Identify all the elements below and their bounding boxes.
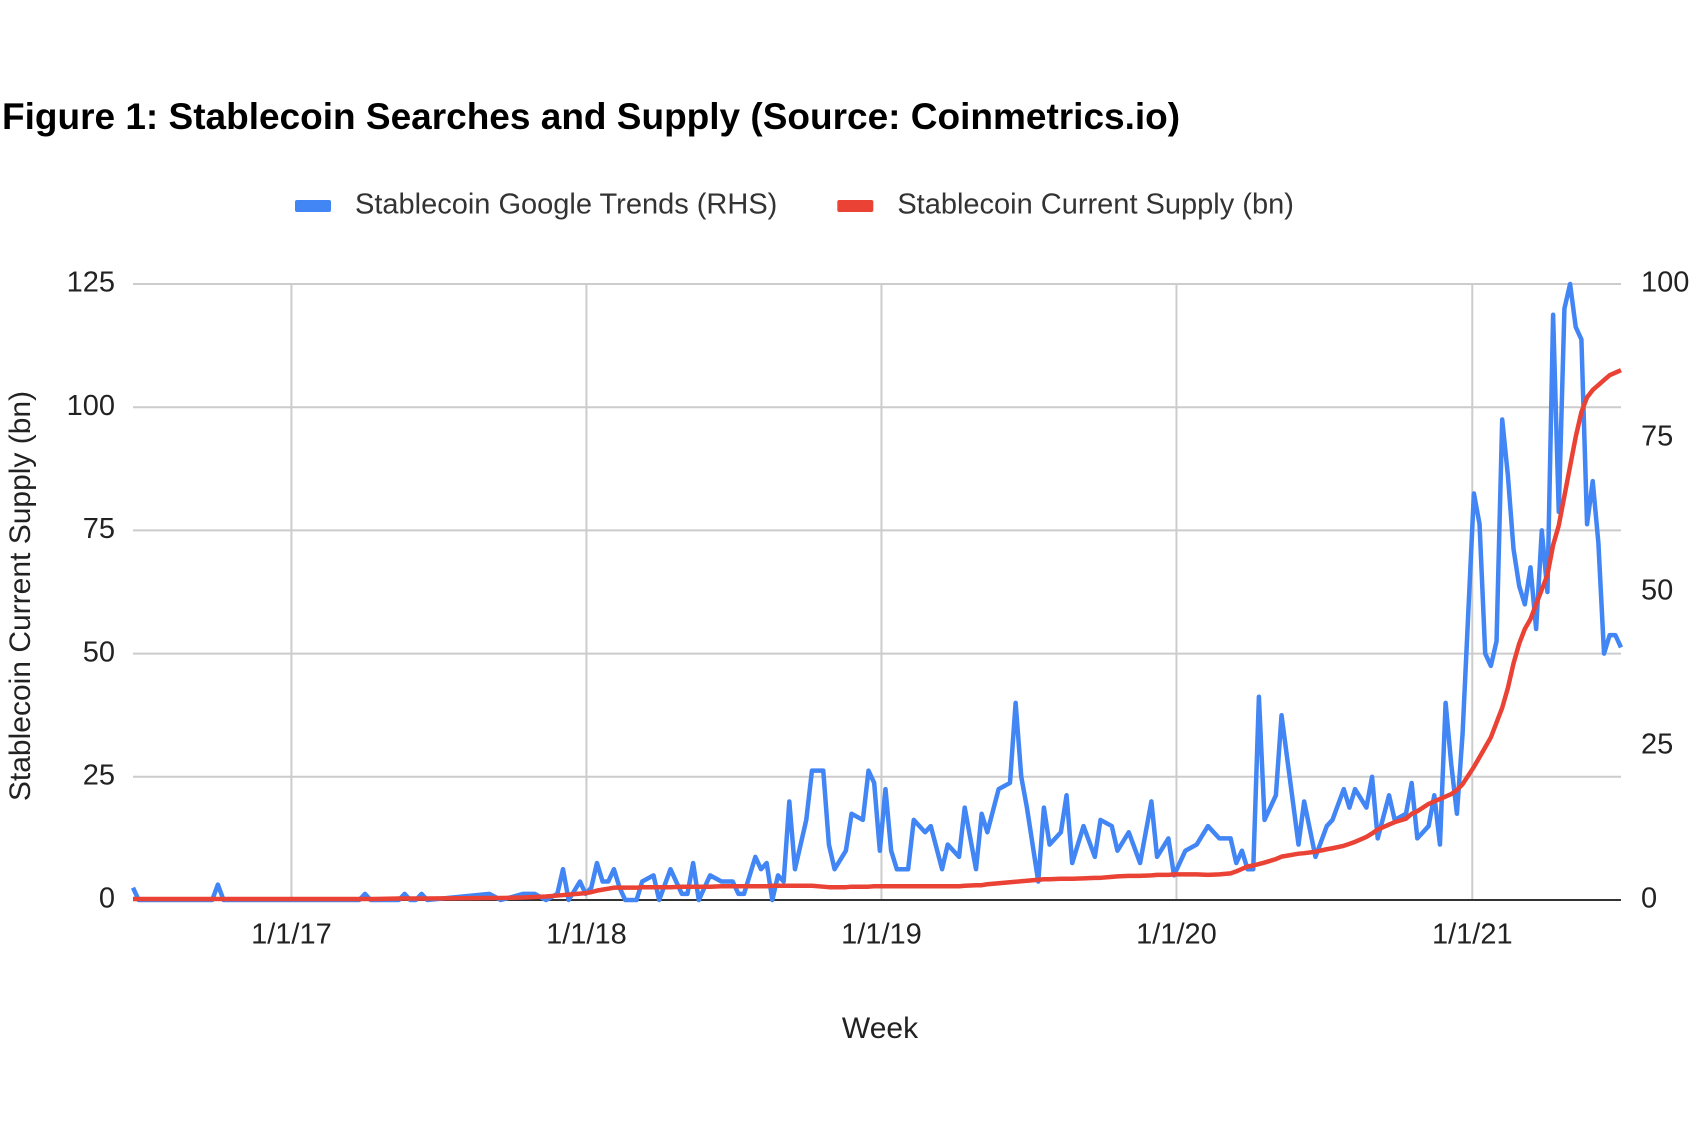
data-line bbox=[130, 281, 1624, 903]
y2-tick-label: 100 bbox=[1641, 267, 1689, 299]
y-tick-label: 75 bbox=[83, 513, 115, 545]
x-tick-label: 1/1/20 bbox=[1136, 919, 1217, 951]
y-tick-label: 25 bbox=[83, 759, 115, 791]
chart-title: Figure 1: Stablecoin Searches and Supply… bbox=[2, 96, 1180, 137]
y2-tick-label: 0 bbox=[1641, 883, 1657, 915]
x-tick-label: 1/1/18 bbox=[546, 919, 627, 951]
y2-tick-label: 75 bbox=[1641, 421, 1673, 453]
y-axis-title: Stablecoin Current Supply (bn) bbox=[4, 391, 37, 801]
x-tick-label: 1/1/17 bbox=[251, 919, 332, 951]
legend-label: Stablecoin Google Trends (RHS) bbox=[355, 189, 777, 221]
x-tick-label: 1/1/19 bbox=[841, 919, 922, 951]
y-tick-label: 0 bbox=[99, 883, 115, 915]
x-tick-label: 1/1/21 bbox=[1432, 919, 1513, 951]
y2-tick-label: 50 bbox=[1641, 575, 1673, 607]
x-axis-title: Week bbox=[842, 1012, 919, 1045]
legend-swatch bbox=[837, 200, 874, 212]
legend-swatch bbox=[295, 200, 331, 212]
legend-label: Stablecoin Current Supply (bn) bbox=[897, 189, 1294, 221]
y2-tick-label: 25 bbox=[1641, 729, 1673, 761]
y-tick-label: 100 bbox=[67, 390, 115, 422]
y-tick-label: 125 bbox=[67, 267, 115, 299]
y-tick-label: 50 bbox=[83, 636, 115, 668]
data-line bbox=[133, 368, 1622, 902]
